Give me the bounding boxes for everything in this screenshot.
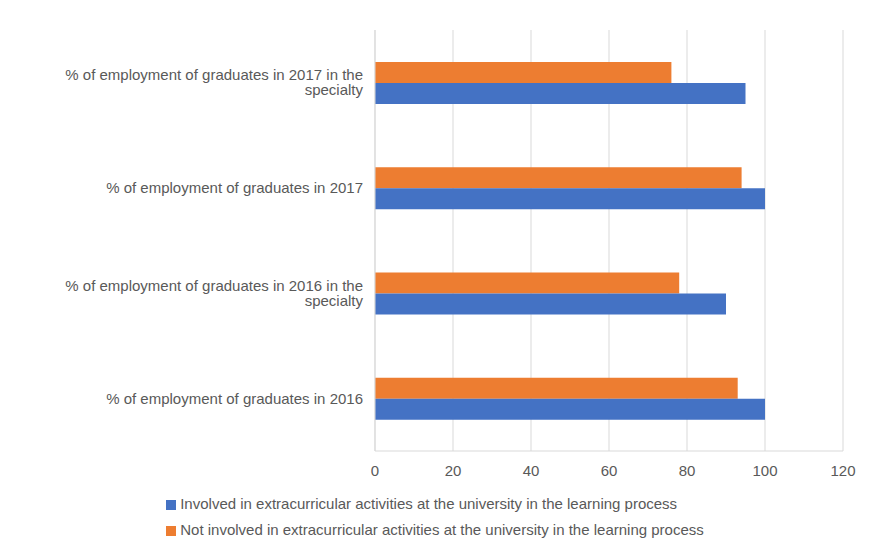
svg-text:120: 120 (830, 462, 855, 479)
svg-text:40: 40 (523, 462, 540, 479)
svg-text:% of employment of graduates i: % of employment of graduates in 2016 in … (65, 277, 363, 309)
svg-text:0: 0 (371, 462, 379, 479)
svg-text:% of employment of graduates i: % of employment of graduates in 2017 in … (65, 66, 363, 98)
svg-text:60: 60 (601, 462, 618, 479)
html-text:Involved in extracurricular ac: Involved in extracurricular activities a… (180, 495, 678, 512)
svg-text:100: 100 (752, 462, 777, 479)
svg-text:% of employment of graduates i: % of employment of graduates in 2017 (106, 179, 363, 196)
html-text:Not involved in extracurricula: Not involved in extracurricular activiti… (180, 521, 704, 538)
svg-text:% of employment of graduates i: % of employment of graduates in 2016 (106, 390, 363, 407)
svg-text:80: 80 (679, 462, 696, 479)
svg-text:20: 20 (445, 462, 462, 479)
